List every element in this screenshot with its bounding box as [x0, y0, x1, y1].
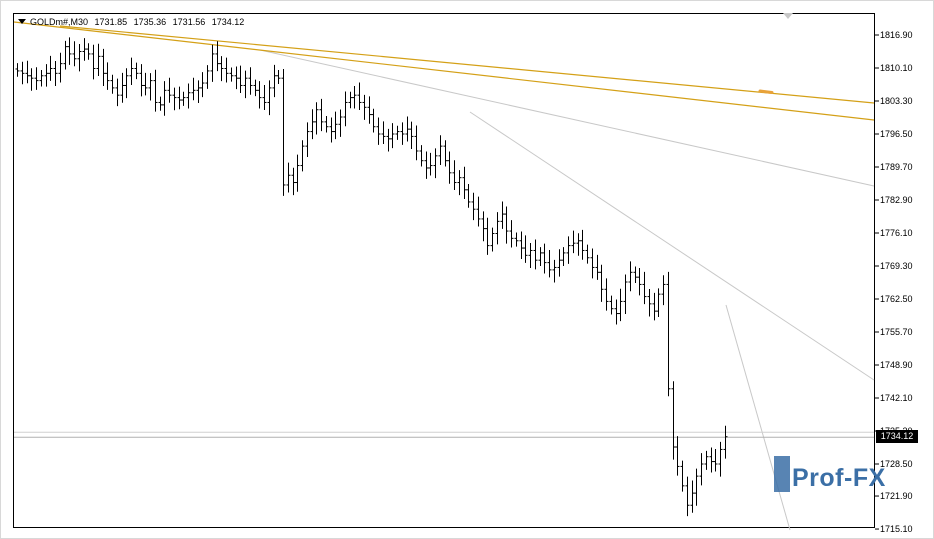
plot-area[interactable] [13, 13, 875, 528]
y-tick-label: 1769.30 [880, 261, 913, 271]
y-tick-label: 1742.10 [880, 393, 913, 403]
y-tick-label: 1789.70 [880, 162, 913, 172]
trendline-steep [725, 304, 791, 531]
header-symbol: GOLDm#,M30 [30, 17, 89, 27]
watermark-logo: Prof-FX [774, 456, 886, 493]
y-tick-label: 1755.70 [880, 327, 913, 337]
y-tick-label: 1816.90 [880, 30, 913, 40]
dropdown-triangle-icon[interactable] [18, 19, 26, 24]
current-price-tag: 1734.12 [876, 430, 918, 443]
chart-header: GOLDm#,M30 1731.85 1735.36 1731.56 1734.… [18, 17, 248, 27]
watermark-bar-icon [774, 456, 790, 492]
watermark-text: Prof-FX [792, 464, 886, 492]
y-tick-label: 1728.50 [880, 459, 913, 469]
y-tick-label: 1748.90 [880, 360, 913, 370]
y-tick-label: 1810.10 [880, 63, 913, 73]
header-open: 1731.85 [94, 17, 128, 27]
trendline-upper [259, 49, 875, 187]
y-tick-label: 1715.10 [880, 524, 913, 534]
y-tick-label: 1803.30 [880, 96, 913, 106]
channel-handle [758, 89, 774, 94]
channel-lower [13, 21, 875, 121]
y-tick-label: 1721.90 [880, 491, 913, 501]
trendline-lower [469, 111, 875, 381]
header-low: 1731.56 [172, 17, 206, 27]
header-high: 1735.36 [133, 17, 167, 27]
channel-upper [59, 25, 875, 104]
y-tick-label: 1762.50 [880, 294, 913, 304]
y-tick-label: 1796.50 [880, 129, 913, 139]
header-close: 1734.12 [211, 17, 245, 27]
y-tick-label: 1776.10 [880, 228, 913, 238]
chart-shift-marker-icon [783, 13, 793, 19]
y-tick-label: 1782.90 [880, 195, 913, 205]
